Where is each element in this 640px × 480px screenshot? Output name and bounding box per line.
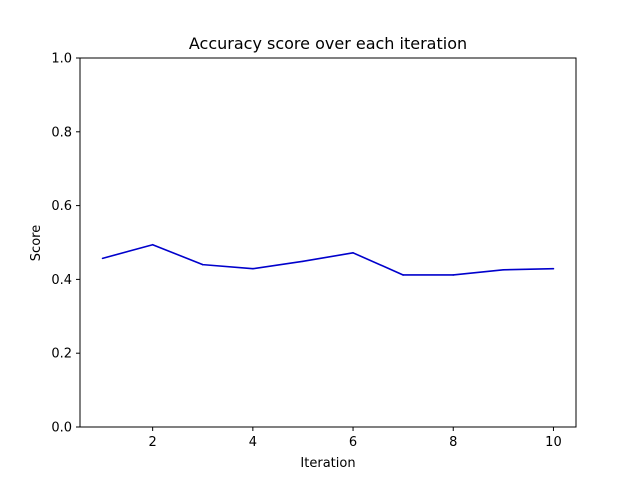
- y-tick-label: 0.6: [51, 199, 72, 214]
- y-tick-label: 1.0: [51, 52, 72, 67]
- x-tick-label: 6: [349, 435, 357, 450]
- data-point: [201, 263, 204, 266]
- data-point: [302, 260, 304, 263]
- chart-title: Accuracy score over each iteration: [189, 34, 467, 53]
- x-axis: 2 4 6 8 10: [149, 427, 562, 450]
- data-point: [252, 267, 254, 270]
- data-point: [452, 274, 455, 276]
- plot-area: [79, 57, 577, 428]
- y-axis-label: Score: [29, 225, 44, 261]
- x-tick-label: 10: [545, 435, 562, 450]
- data-point: [502, 269, 505, 271]
- data-point: [552, 267, 555, 270]
- series-layer: [101, 243, 555, 276]
- y-tick-label: 0.0: [51, 421, 72, 436]
- data-point: [352, 252, 354, 254]
- y-axis: 0.0 0.2 0.4 0.6 0.8 1.0: [51, 52, 80, 436]
- data-point: [402, 274, 404, 276]
- plot-frame: [79, 57, 577, 428]
- x-tick-label: 4: [249, 435, 257, 450]
- x-tick-label: 2: [149, 435, 157, 450]
- data-point: [151, 243, 154, 246]
- data-point: [101, 257, 104, 260]
- y-tick-label: 0.4: [51, 273, 72, 288]
- x-tick-label: 8: [449, 435, 457, 450]
- series-line-0: [102, 243, 554, 276]
- y-tick-label: 0.8: [51, 125, 72, 140]
- y-tick-label: 0.2: [51, 347, 72, 362]
- x-axis-label: Iteration: [300, 456, 355, 471]
